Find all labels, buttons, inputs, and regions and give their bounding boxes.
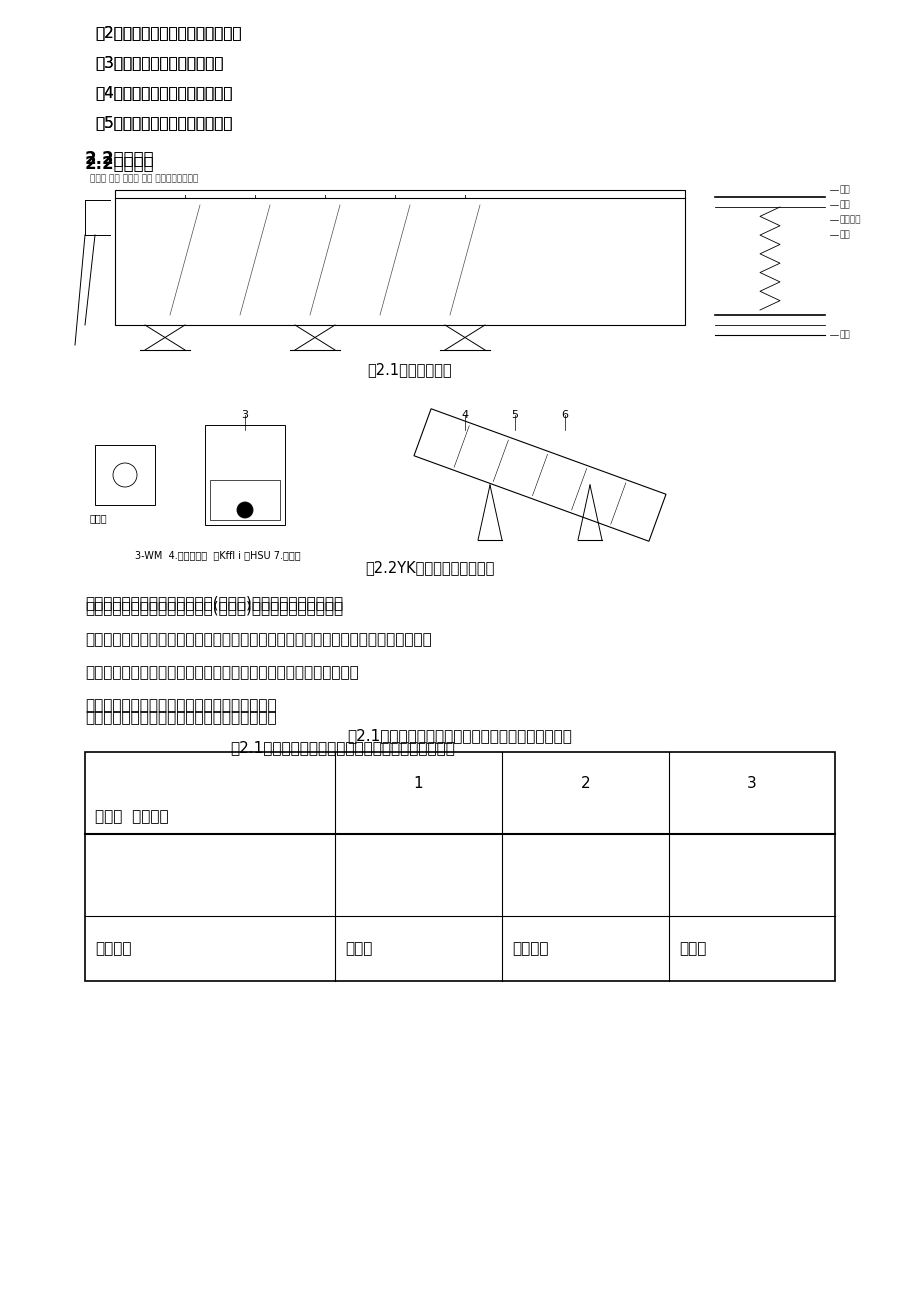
Text: （4）振动筛的筛箱机构的设计。: （4）振动筛的筛箱机构的设计。 xyxy=(95,84,233,100)
Text: 「电动: 「电动 xyxy=(90,514,108,523)
Text: 通过物理功能分解功能元得到的结果如表所示。: 通过物理功能分解功能元得到的结果如表所示。 xyxy=(85,710,277,725)
FancyArrowPatch shape xyxy=(571,468,586,510)
Text: 2: 2 xyxy=(580,776,590,790)
Text: 通过物理功能分解功能元得到的结果如表所示。: 通过物理功能分解功能元得到的结果如表所示。 xyxy=(85,698,277,712)
Text: （4）振动筛的筛箱机构的设计。: （4）振动筛的筛箱机构的设计。 xyxy=(95,84,233,100)
Text: （3）振动筛驱动系统的设计。: （3）振动筛驱动系统的设计。 xyxy=(95,55,223,70)
Text: 直线筛: 直线筛 xyxy=(345,941,372,956)
Text: 2.2研究方案: 2.2研究方案 xyxy=(85,155,154,173)
Text: 4: 4 xyxy=(461,410,468,420)
Text: 分功能  分功能解: 分功能 分功能解 xyxy=(95,809,168,824)
Text: 工作原理：电动机经三角皮带，带动激振器主轴回转，由于激振器上不平衡重物的离心: 工作原理：电动机经三角皮带，带动激振器主轴回转，由于激振器上不平衡重物的离心 xyxy=(85,632,431,647)
Text: 3: 3 xyxy=(242,410,248,420)
Text: 底腿: 底腿 xyxy=(839,330,850,339)
Bar xyxy=(95,445,154,504)
Circle shape xyxy=(237,502,253,517)
Text: 图2.1直线筛结构图: 图2.1直线筛结构图 xyxy=(368,361,452,377)
Text: （2）高频振动筛的结构方案设计。: （2）高频振动筛的结构方案设计。 xyxy=(95,25,242,40)
Bar xyxy=(85,751,834,982)
FancyArrowPatch shape xyxy=(493,439,508,481)
Bar xyxy=(414,408,665,541)
Text: 6: 6 xyxy=(561,410,568,420)
FancyArrowPatch shape xyxy=(454,425,469,468)
Text: 1: 1 xyxy=(414,776,423,790)
Text: 3: 3 xyxy=(746,776,756,790)
Text: 圆振动筛: 圆振动筛 xyxy=(512,941,548,956)
Text: （5）振动筛的支撑机构的设计。: （5）振动筛的支撑机构的设计。 xyxy=(95,114,233,130)
Text: 5: 5 xyxy=(511,410,518,420)
Text: 概率筛: 概率筛 xyxy=(678,941,706,956)
Text: 主要结构：筛箱、激振器、悬挂(或支承)装置及电动机等组成。: 主要结构：筛箱、激振器、悬挂(或支承)装置及电动机等组成。 xyxy=(85,601,343,615)
FancyArrowPatch shape xyxy=(610,482,625,524)
Text: 表2.1为高频振动筛处理机筛分机构的低层形态学矩阵: 表2.1为高频振动筛处理机筛分机构的低层形态学矩阵 xyxy=(230,740,454,755)
Text: （3）振动筛驱动系统的设计。: （3）振动筛驱动系统的设计。 xyxy=(95,55,223,70)
Text: （2）高频振动筛的结构方案设计。: （2）高频振动筛的结构方案设计。 xyxy=(95,25,242,40)
Text: 3-WM  4.减振支承墩  、Kffl i 景HSU 7.出料口: 3-WM 4.减振支承墩 、Kffl i 景HSU 7.出料口 xyxy=(135,550,301,560)
Text: （5）振动筛的支撑机构的设计。: （5）振动筛的支撑机构的设计。 xyxy=(95,114,233,130)
Bar xyxy=(205,425,285,525)
Text: 惯性力作用，使筛箱获振动。改变激振器偏心重，可获得不同振幅。: 惯性力作用，使筛箱获振动。改变激振器偏心重，可获得不同振幅。 xyxy=(85,666,358,680)
Bar xyxy=(115,190,685,325)
Text: 弹簧: 弹簧 xyxy=(839,230,850,239)
Text: 执行机构: 执行机构 xyxy=(95,941,131,956)
Text: 主要结构：筛箱、激振器、悬挂(或支承)装置及电动机等组成。: 主要结构：筛箱、激振器、悬挂(或支承)装置及电动机等组成。 xyxy=(85,595,343,610)
FancyArrowPatch shape xyxy=(532,454,547,495)
Text: 2.2研究方案: 2.2研究方案 xyxy=(85,150,154,168)
Text: 图2.2YK系列圆振动筛结构图: 图2.2YK系列圆振动筛结构图 xyxy=(365,560,494,575)
Text: 筛框: 筛框 xyxy=(839,186,850,195)
Text: 出料口 筛体 傅力板 上盖 电机瞬电机进料口: 出料口 筛体 傅力板 上盖 电机瞬电机进料口 xyxy=(90,174,198,183)
Text: 上弹簧座: 上弹簧座 xyxy=(839,216,860,225)
Bar xyxy=(210,480,279,520)
Text: 表2.1为高频振动筛处理机筛分机构的低层形态学矩阵: 表2.1为高频振动筛处理机筛分机构的低层形态学矩阵 xyxy=(347,728,572,744)
Text: 筛网: 筛网 xyxy=(839,200,850,209)
